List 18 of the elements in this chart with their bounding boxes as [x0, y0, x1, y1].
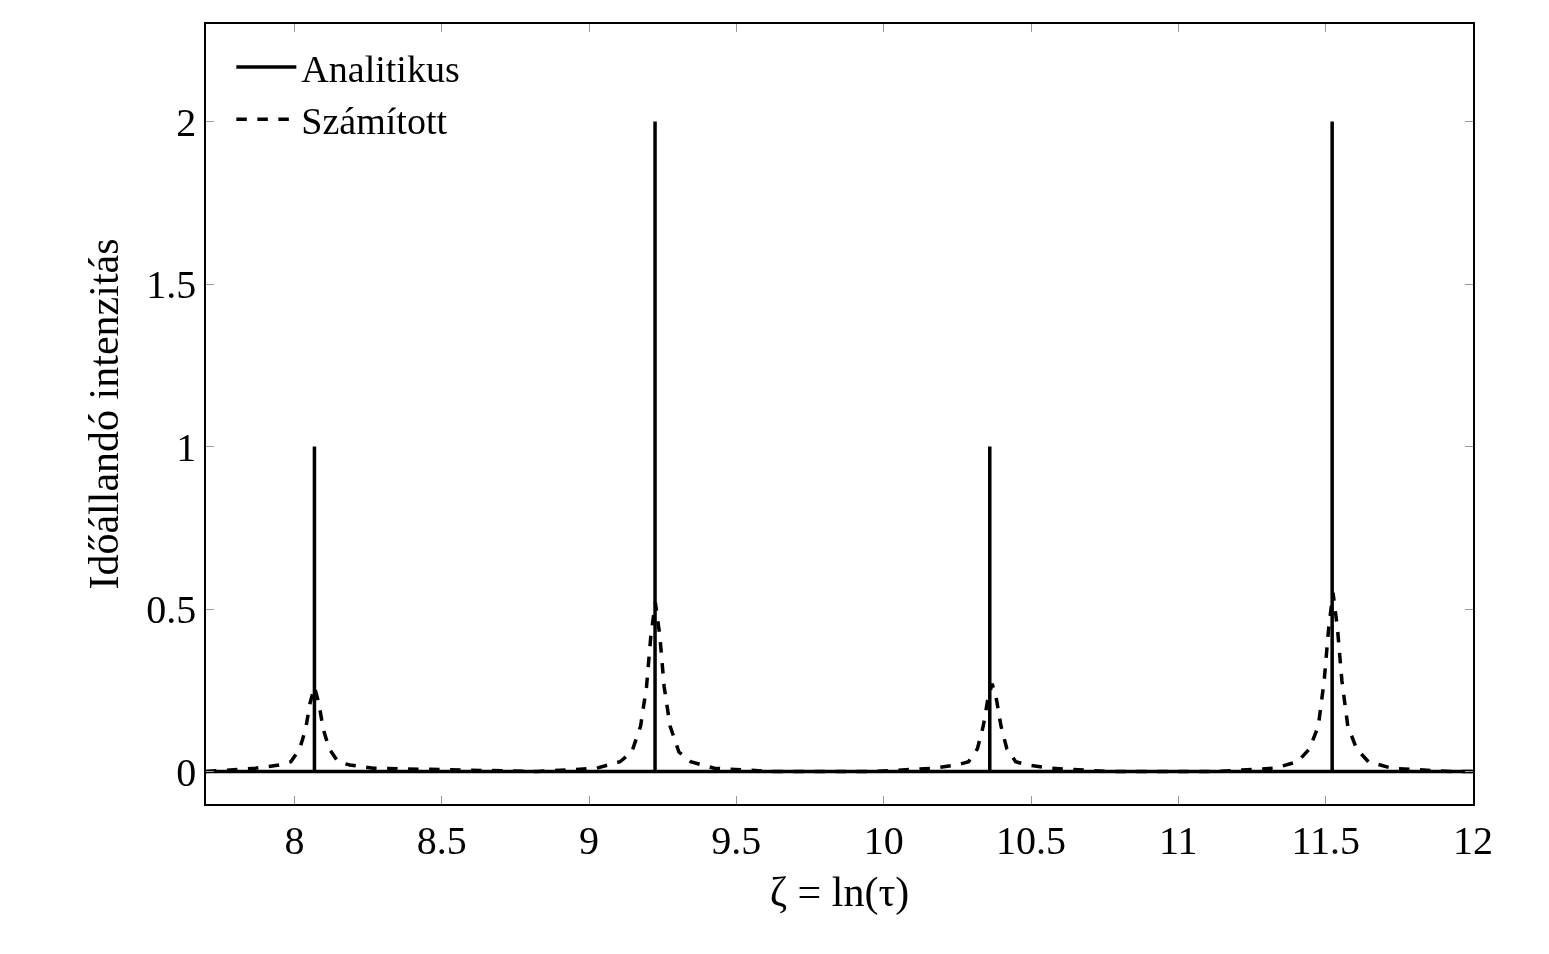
x-tick-label: 12 [1453, 817, 1493, 863]
x-tick-label: 11 [1159, 817, 1198, 863]
y-tick-label: 2 [176, 99, 197, 145]
y-tick-label: 0 [176, 749, 197, 795]
x-tick-label: 8 [284, 817, 305, 863]
legend-label: Számított [301, 100, 448, 143]
y-tick-label: 1 [176, 424, 197, 470]
legend-label: Analitikus [301, 47, 460, 90]
x-tick-label: 8.5 [416, 817, 467, 863]
y-tick-label: 1.5 [146, 262, 197, 307]
x-tick-label: 11.5 [1291, 817, 1360, 863]
x-axis-title: ζ = ln(τ) [769, 869, 910, 917]
y-axis-title: Időállandó intenzitás [80, 238, 127, 590]
y-tick-label: 0.5 [146, 587, 197, 632]
x-tick-label: 10 [863, 817, 904, 863]
x-tick-label: 9.5 [711, 817, 762, 863]
x-tick-label: 9 [579, 817, 600, 863]
x-tick-label: 10.5 [996, 817, 1067, 863]
